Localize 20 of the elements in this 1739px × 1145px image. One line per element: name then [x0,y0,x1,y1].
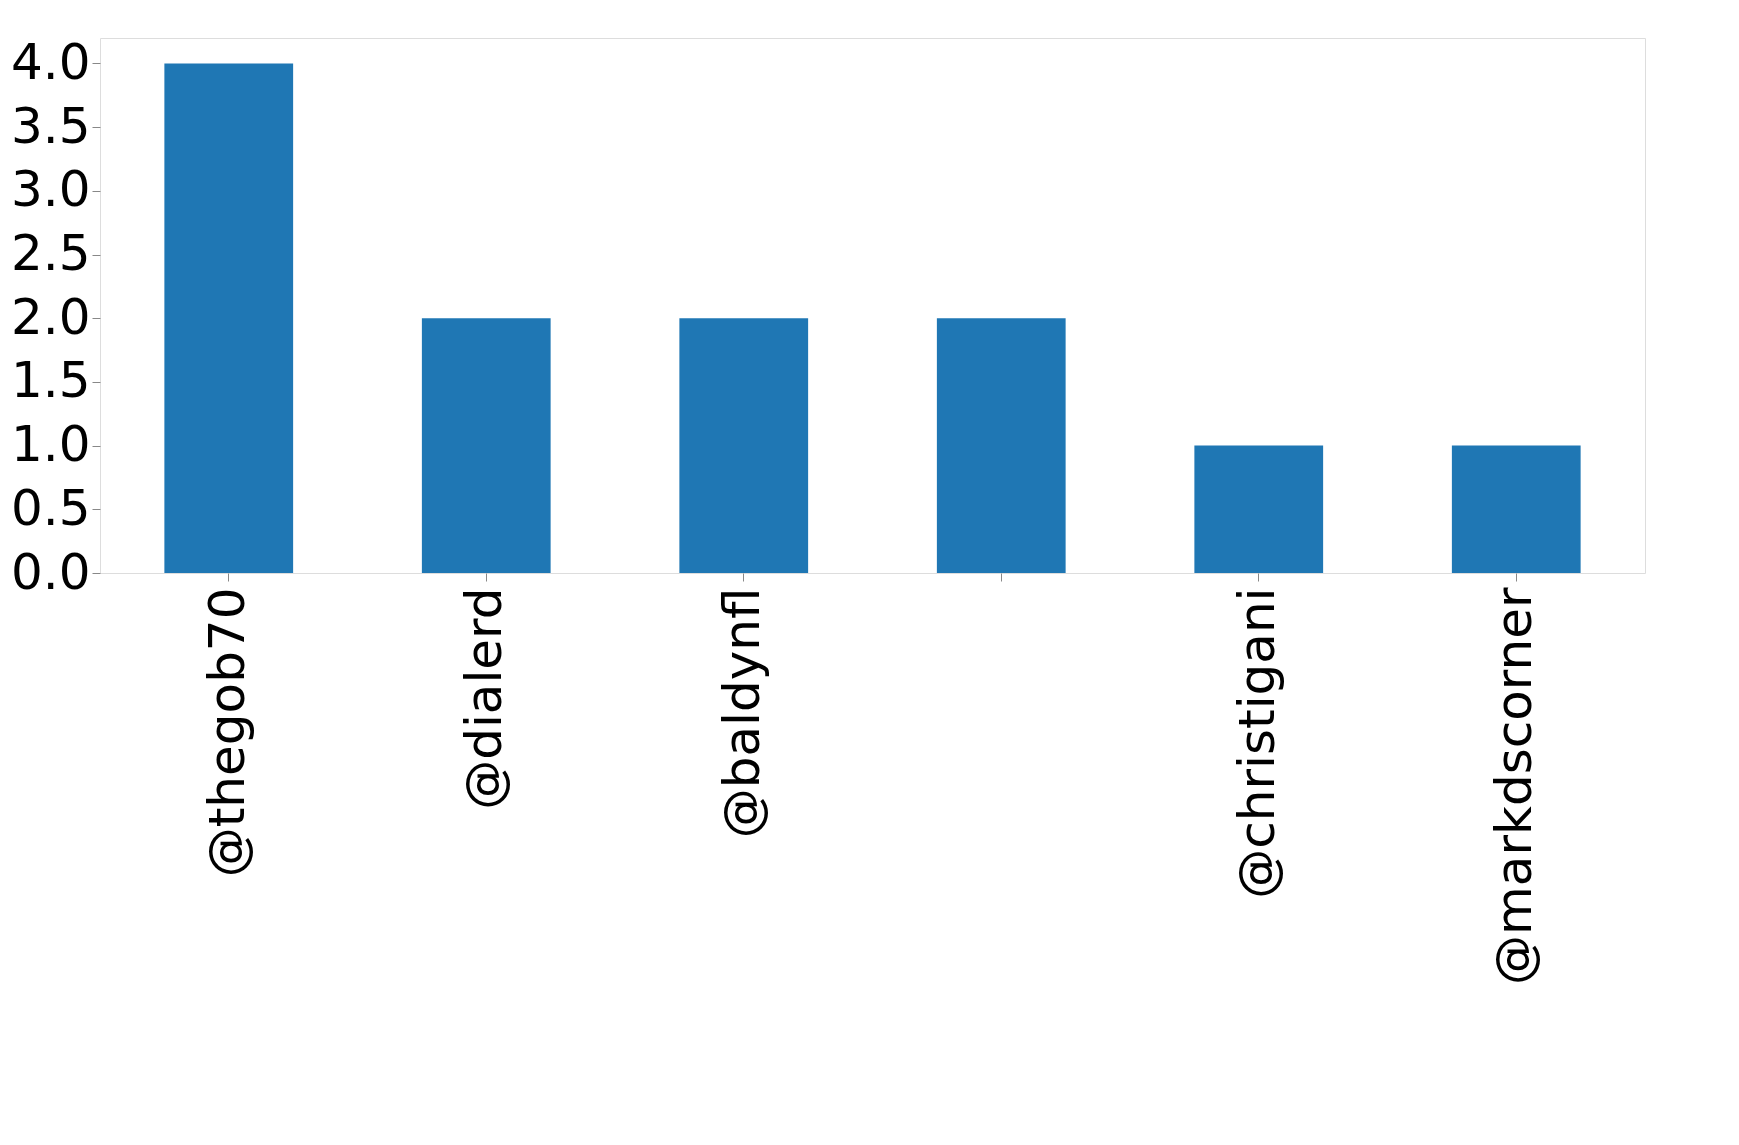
y-tick-label: 0.0 [10,542,91,601]
x-tick-label: @baldynfl [712,587,771,839]
y-tick-label: 2.0 [10,287,91,346]
y-tick-label: 3.0 [10,160,91,219]
x-tick-label: @markdscorner [1485,587,1544,985]
bar [1194,445,1324,573]
y-tick-label: 0.5 [10,478,91,537]
y-tick-label: 3.5 [10,96,91,155]
x-tick-label: @christigani [1227,587,1286,899]
x-tick-label: @dialerd [455,587,514,810]
y-tick-label: 2.5 [10,224,91,283]
bar [421,318,551,573]
bar [936,318,1066,573]
x-tick-label: @thegob70 [197,587,256,878]
bar [679,318,809,573]
y-tick-label: 1.0 [10,415,91,474]
bar [164,63,294,573]
bar [1451,445,1581,573]
y-tick-label: 1.5 [10,351,91,410]
y-tick-label: 4.0 [10,32,91,91]
